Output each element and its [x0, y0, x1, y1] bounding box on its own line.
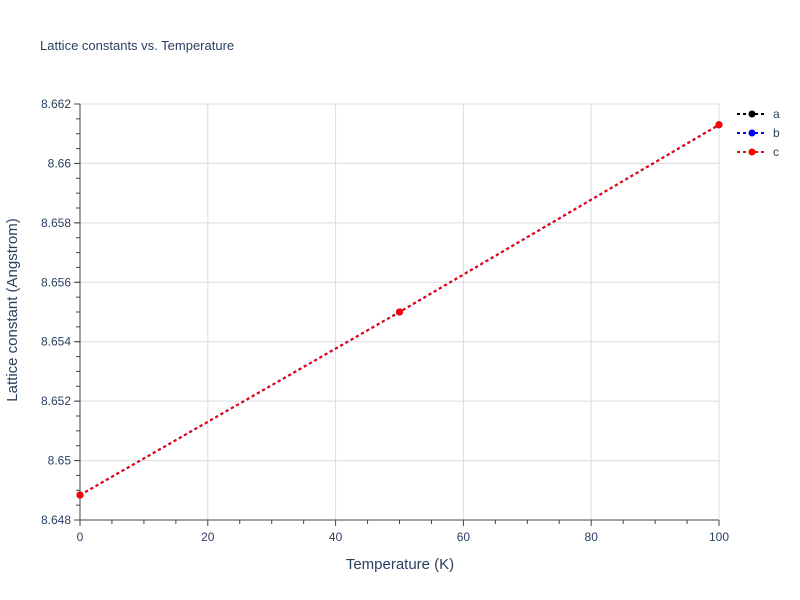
y-axis-label: Lattice constant (Angstrom)	[4, 218, 21, 401]
x-tick-label: 80	[585, 530, 599, 544]
legend-marker-b	[748, 129, 756, 137]
x-tick-label: 20	[201, 530, 215, 544]
x-tick-label: 0	[77, 530, 84, 544]
y-tick-label: 8.656	[41, 275, 71, 289]
y-tick-label: 8.652	[41, 394, 71, 408]
y-tick-label: 8.66	[48, 156, 72, 170]
y-tick-label: 8.65	[48, 454, 72, 468]
legend-label-a: a	[773, 107, 780, 121]
legend-label-b: b	[773, 126, 780, 140]
y-tick-label: 8.662	[41, 97, 71, 111]
data-point-c	[715, 121, 723, 129]
y-tick-label: 8.658	[41, 216, 71, 230]
x-tick-label: 60	[457, 530, 471, 544]
x-tick-label: 40	[329, 530, 343, 544]
legend-label-c: c	[773, 145, 779, 159]
chart-title: Lattice constants vs. Temperature	[40, 38, 234, 53]
legend-marker-a	[748, 110, 756, 118]
x-tick-label: 100	[709, 530, 729, 544]
data-point-c	[76, 491, 84, 499]
y-tick-label: 8.648	[41, 513, 71, 527]
x-axis-label: Temperature (K)	[346, 556, 454, 573]
y-tick-label: 8.654	[41, 335, 71, 349]
legend-marker-c	[748, 148, 756, 156]
data-point-c	[396, 308, 403, 316]
